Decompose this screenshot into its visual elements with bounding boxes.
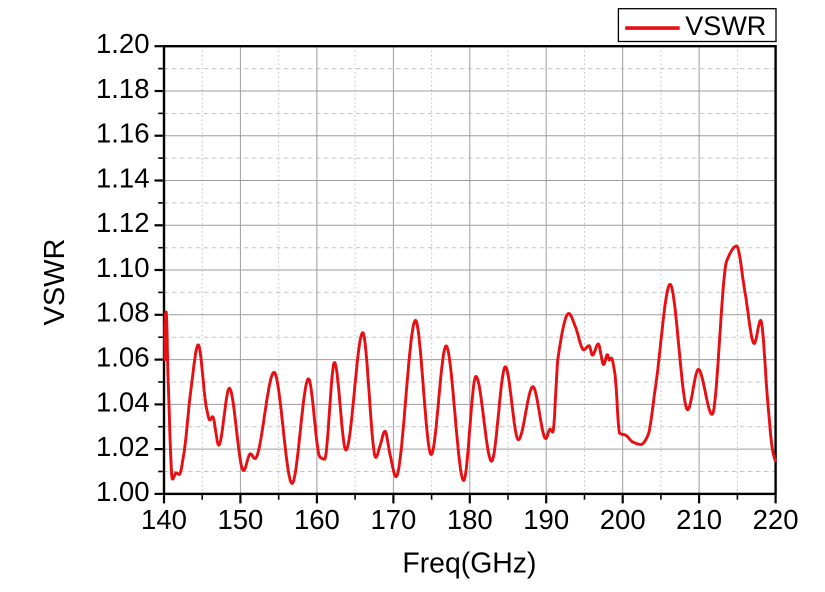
svg-text:200: 200 [600, 504, 646, 535]
svg-text:1.18: 1.18 [96, 73, 150, 104]
svg-text:1.06: 1.06 [96, 342, 150, 373]
svg-text:150: 150 [217, 504, 263, 535]
svg-text:1.08: 1.08 [96, 297, 150, 328]
svg-text:170: 170 [370, 504, 416, 535]
svg-text:210: 210 [676, 504, 722, 535]
svg-text:1.10: 1.10 [96, 252, 150, 283]
svg-text:Freq(GHz): Freq(GHz) [402, 548, 536, 580]
svg-text:160: 160 [294, 504, 340, 535]
svg-text:1.00: 1.00 [96, 476, 150, 507]
svg-text:1.04: 1.04 [96, 386, 150, 417]
svg-text:VSWR: VSWR [39, 239, 71, 326]
svg-text:VSWR: VSWR [685, 11, 766, 41]
svg-text:1.20: 1.20 [96, 28, 150, 59]
svg-text:190: 190 [523, 504, 569, 535]
svg-text:1.16: 1.16 [96, 118, 150, 149]
svg-text:1.14: 1.14 [96, 162, 150, 193]
svg-text:1.12: 1.12 [96, 207, 150, 238]
svg-text:140: 140 [141, 504, 187, 535]
svg-text:180: 180 [447, 504, 493, 535]
svg-text:1.02: 1.02 [96, 431, 150, 462]
svg-text:220: 220 [753, 504, 799, 535]
